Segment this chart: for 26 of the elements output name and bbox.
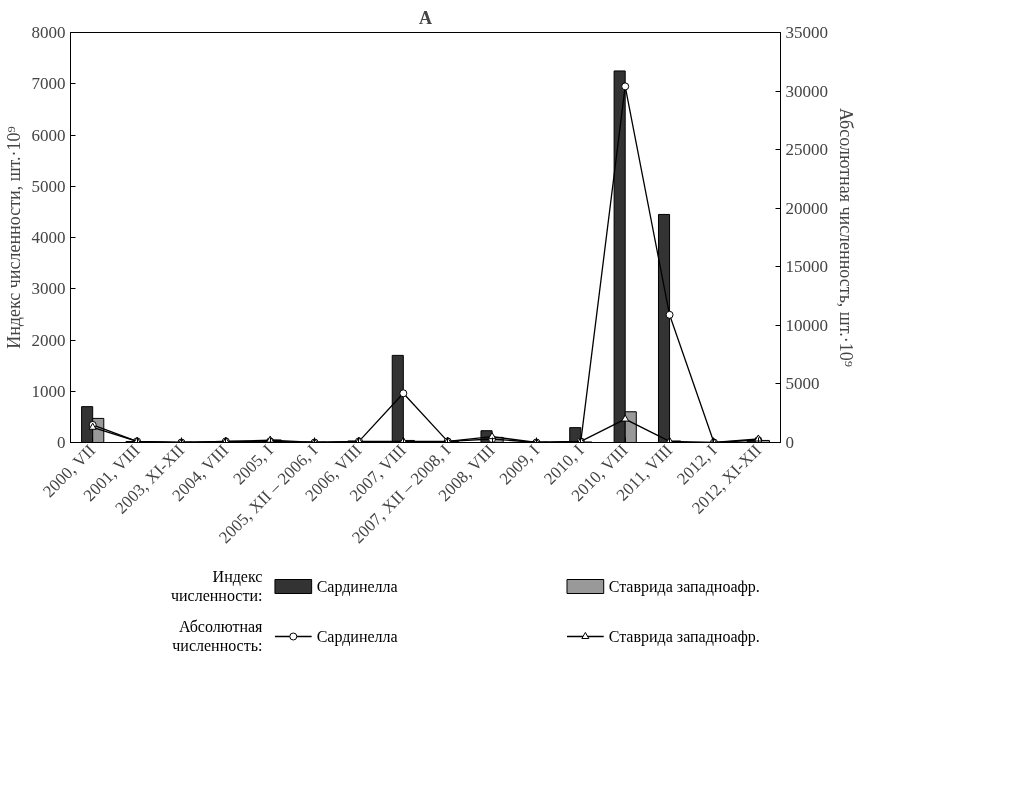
legend-label: Ставрида западноафр.	[608, 578, 760, 596]
y-tick-label: 6000	[31, 125, 66, 145]
legend-label: Ставрида западноафр.	[608, 628, 760, 646]
y2-tick-label: 0	[785, 433, 794, 452]
y2-tick-label: 15000	[785, 257, 828, 277]
y2-axis-title: Абсолютная численность, шт.·10⁹	[836, 107, 856, 368]
y2-tick-label: 5000	[785, 374, 820, 394]
y-tick-label: 5000	[31, 176, 66, 196]
y2-tick-label: 25000	[785, 140, 828, 160]
chart-title: A	[419, 7, 432, 28]
y2-tick-label: 10000	[785, 315, 828, 335]
legend-label: Сардинелла	[316, 628, 398, 646]
y2-tick-label: 30000	[785, 81, 828, 101]
y-tick-label: 2000	[31, 330, 66, 350]
y-tick-label: 7000	[31, 74, 66, 94]
y2-tick-label: 35000	[785, 23, 828, 42]
y-axis-title: Индекс численности, шт.·10⁹	[3, 126, 24, 349]
legend-label: Сардинелла	[316, 578, 398, 596]
y-tick-label: 4000	[31, 228, 66, 247]
y2-tick-label: 20000	[785, 198, 828, 218]
y-tick-label: 1000	[31, 381, 66, 401]
text: Абсолютная численность:	[172, 618, 264, 654]
text: Индекс численности:	[171, 568, 263, 604]
y-tick-label: 3000	[31, 279, 66, 299]
y-tick-label: 8000	[31, 23, 66, 42]
y-tick-label: 0	[57, 433, 66, 452]
